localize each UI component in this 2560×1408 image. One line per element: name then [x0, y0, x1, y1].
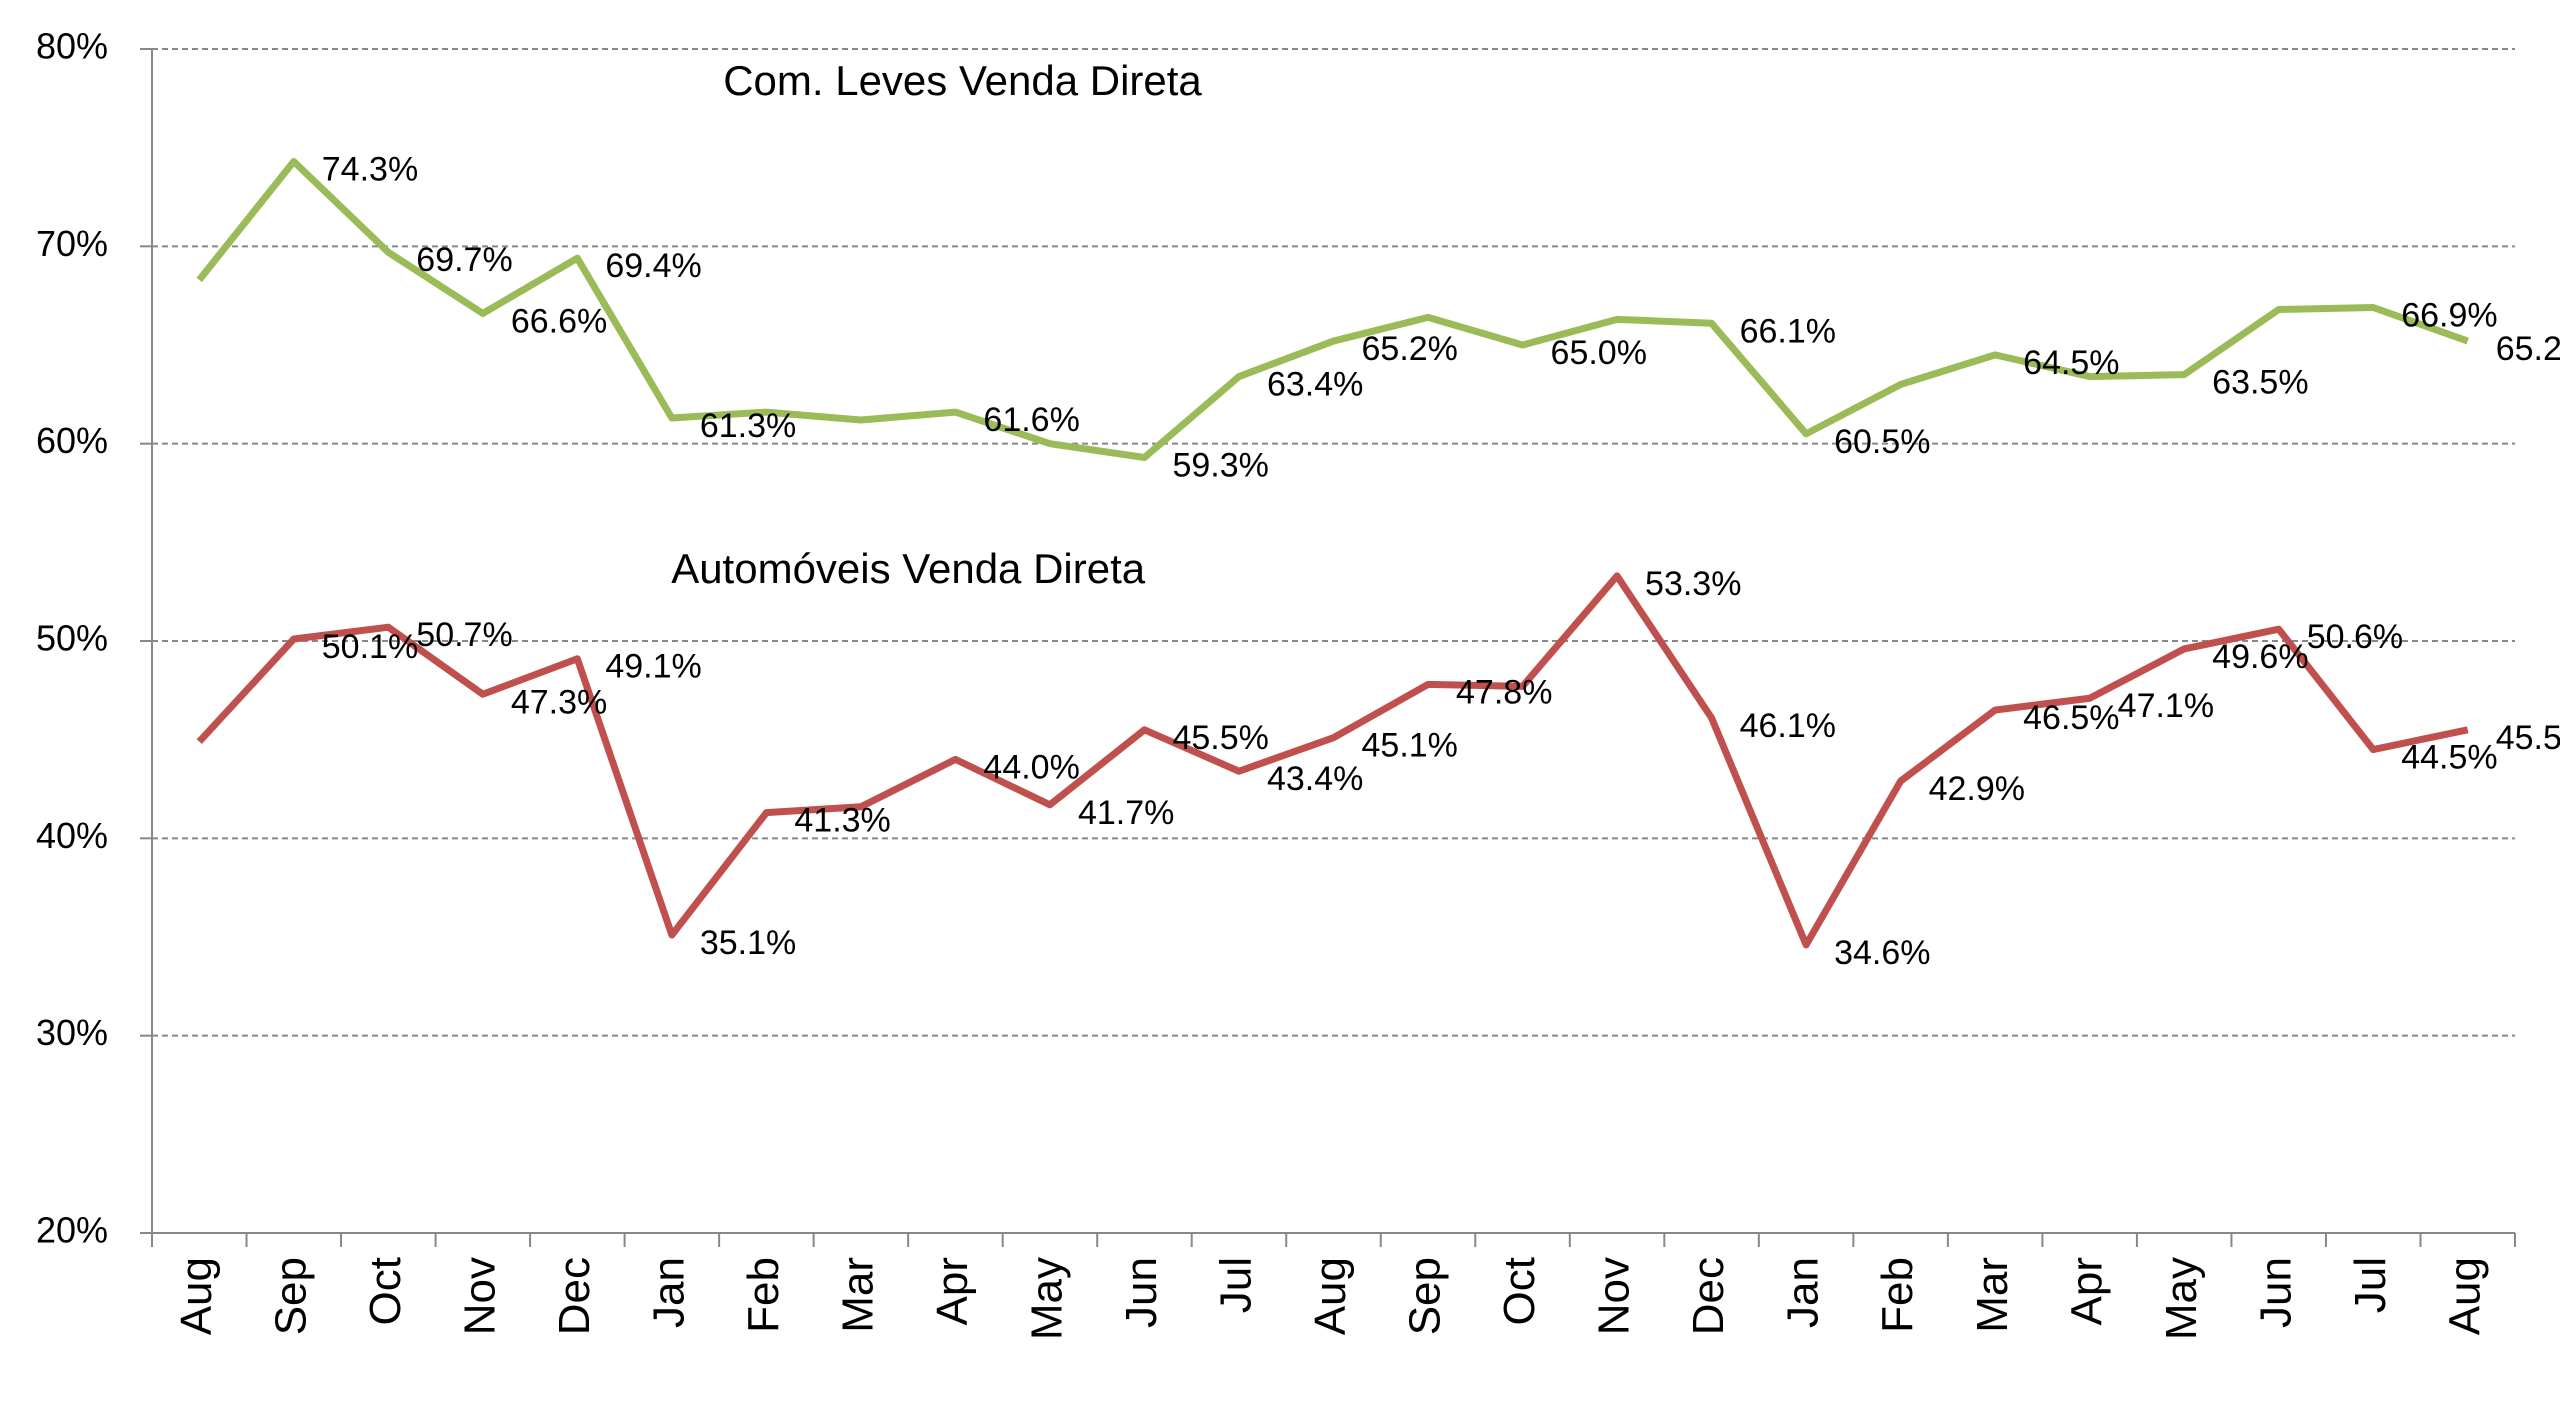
x-tick-label: Sep	[1401, 1257, 1450, 1335]
x-tick-label: Nov	[455, 1257, 504, 1335]
x-tick-label: Jul	[1212, 1257, 1261, 1313]
x-tick-label: Oct	[1495, 1257, 1544, 1325]
data-label: 65.2%	[1362, 330, 1458, 368]
x-tick-label: Dec	[550, 1257, 599, 1335]
x-tick-label: Jan	[644, 1257, 693, 1328]
data-label: 61.3%	[700, 407, 796, 445]
y-tick-label: 70%	[36, 223, 108, 264]
x-tick-label: Aug	[1306, 1257, 1355, 1335]
data-label: 45.5%	[2496, 719, 2560, 757]
data-label: 44.0%	[983, 748, 1079, 786]
x-tick-label: Aug	[2440, 1257, 2489, 1335]
data-label: 45.5%	[1172, 719, 1268, 757]
data-label: 61.6%	[983, 401, 1079, 439]
x-tick-label: Oct	[361, 1257, 410, 1325]
x-tick-label: Nov	[1590, 1257, 1639, 1335]
x-tick-label: Jun	[1117, 1257, 1166, 1328]
series-line	[196, 157, 2469, 461]
data-label: 42.9%	[1929, 770, 2025, 808]
data-label: 41.3%	[794, 802, 890, 840]
x-tick-label: Jan	[1779, 1257, 1828, 1328]
x-tick-label: Mar	[834, 1257, 883, 1333]
data-label: 53.3%	[1645, 565, 1741, 603]
data-label: 69.4%	[605, 247, 701, 285]
x-tick-label: Jul	[2346, 1257, 2395, 1313]
data-label: 63.4%	[1267, 366, 1363, 404]
x-tick-label: Mar	[1968, 1257, 2017, 1333]
data-label: 69.7%	[416, 241, 512, 279]
x-tick-label: Feb	[1873, 1257, 1922, 1333]
series-name: Com. Leves Venda Direta	[723, 57, 1202, 104]
x-tick-label: Apr	[2062, 1257, 2111, 1325]
series-line	[196, 572, 2469, 949]
x-tick-label: Dec	[1684, 1257, 1733, 1335]
data-label: 47.8%	[1456, 673, 1552, 711]
y-tick-label: 60%	[36, 420, 108, 461]
y-tick-label: 40%	[36, 815, 108, 856]
series-name: Automóveis Venda Direta	[671, 545, 1146, 592]
x-tick-label: May	[2157, 1257, 2206, 1340]
data-label: 66.9%	[2401, 296, 2497, 334]
data-label: 47.1%	[2118, 687, 2214, 725]
data-label: 45.1%	[1362, 727, 1458, 765]
y-tick-label: 20%	[36, 1210, 108, 1251]
data-label: 46.1%	[1740, 707, 1836, 745]
y-tick-label: 30%	[36, 1012, 108, 1053]
x-tick-label: Aug	[172, 1257, 221, 1335]
x-tick-label: Apr	[928, 1257, 977, 1325]
data-label: 66.6%	[511, 302, 607, 340]
data-label: 49.6%	[2212, 638, 2308, 676]
data-label: 50.1%	[322, 628, 418, 666]
data-label: 49.1%	[605, 648, 701, 686]
data-label: 64.5%	[2023, 344, 2119, 382]
data-label: 43.4%	[1267, 760, 1363, 798]
data-label: 41.7%	[1078, 794, 1174, 832]
data-label: 34.6%	[1834, 934, 1930, 972]
data-label: 47.3%	[511, 683, 607, 721]
data-label: 50.6%	[2307, 618, 2403, 656]
y-tick-label: 80%	[36, 26, 108, 67]
data-label: 46.5%	[2023, 699, 2119, 737]
x-tick-label: May	[1023, 1257, 1072, 1340]
data-label: 59.3%	[1172, 446, 1268, 484]
data-label: 60.5%	[1834, 423, 1930, 461]
data-label: 44.5%	[2401, 739, 2497, 777]
data-label: 65.2%	[2496, 330, 2560, 368]
data-label: 35.1%	[700, 924, 796, 962]
data-label: 65.0%	[1551, 334, 1647, 372]
data-label: 63.5%	[2212, 364, 2308, 402]
x-tick-label: Sep	[266, 1257, 315, 1335]
data-label: 66.1%	[1740, 312, 1836, 350]
x-tick-label: Feb	[739, 1257, 788, 1333]
data-label: 74.3%	[322, 150, 418, 188]
data-label: 50.7%	[416, 616, 512, 654]
y-tick-label: 50%	[36, 618, 108, 659]
x-tick-label: Jun	[2251, 1257, 2300, 1328]
